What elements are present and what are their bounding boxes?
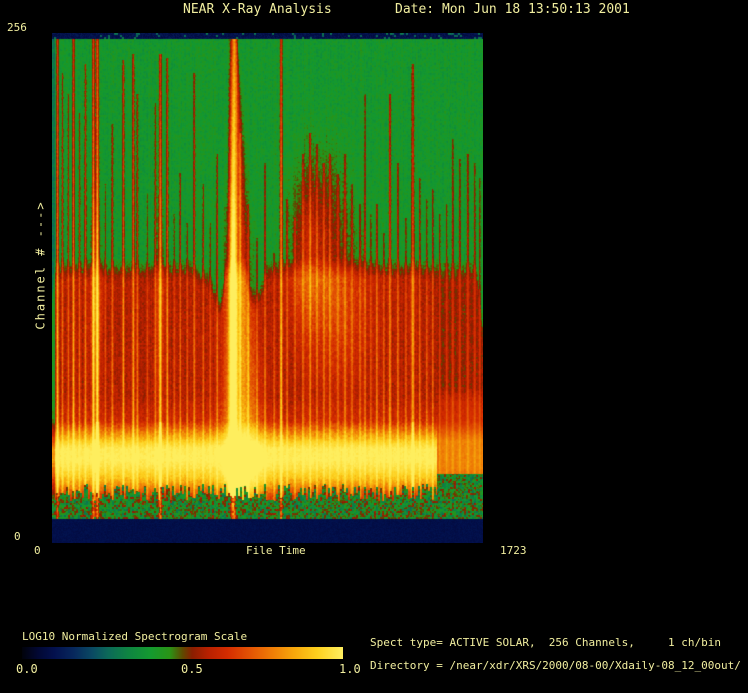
colorbar-tick-0: 0.0 — [16, 662, 38, 676]
directory-info: Directory = /near/xdr/XRS/2000/08-00/Xda… — [370, 659, 741, 672]
x-axis-tick-min: 0 — [34, 544, 41, 557]
spectrogram-canvas — [52, 33, 483, 543]
colorbar-label: LOG10 Normalized Spectrogram Scale — [22, 630, 248, 643]
y-axis-label: Channel # ---> — [33, 200, 48, 330]
page-title: NEAR X-Ray Analysis — [183, 2, 332, 17]
y-axis-tick-min: 0 — [14, 530, 21, 543]
colorbar-tick-1: 0.5 — [181, 662, 203, 676]
x-axis-label: File Time — [246, 544, 306, 557]
x-axis-tick-max: 1723 — [500, 544, 527, 557]
date-label: Date: Mon Jun 18 13:50:13 2001 — [395, 2, 630, 17]
colorbar-tick-2: 1.0 — [339, 662, 361, 676]
colorbar-gradient — [22, 647, 343, 659]
y-axis-tick-max: 256 — [7, 21, 27, 34]
spect-type-info: Spect type= ACTIVE SOLAR, 256 Channels, … — [370, 636, 721, 649]
